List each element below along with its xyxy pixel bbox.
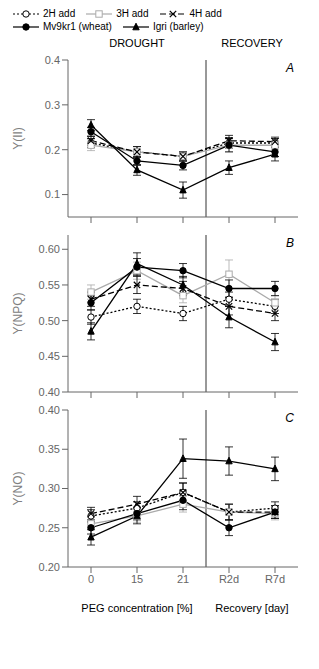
svg-text:0.40: 0.40 (39, 404, 60, 416)
html-text:C: C (285, 411, 294, 425)
svg-text:Y(NO): Y(NO) (11, 472, 25, 506)
svg-text:0.40: 0.40 (39, 386, 60, 398)
svg-text:R7d: R7d (265, 573, 285, 585)
svg-text:0.4: 0.4 (45, 54, 60, 66)
svg-text:Y(II): Y(II) (11, 127, 25, 150)
svg-text:21: 21 (177, 573, 189, 585)
html-text:DROUGHT: DROUGHT (109, 37, 165, 49)
svg-text:15: 15 (131, 573, 143, 585)
svg-text:Y(NPQ): Y(NPQ) (11, 292, 25, 334)
html-text:B: B (286, 236, 294, 250)
html-text:A: A (286, 61, 294, 75)
svg-text:0.35: 0.35 (39, 443, 60, 455)
html-text:Recovery [day]: Recovery [day] (215, 602, 289, 614)
svg-text:0.50: 0.50 (39, 315, 60, 327)
html-text:Mv9kr1 (wheat): Mv9kr1 (wheat) (43, 21, 112, 32)
html-text:RECOVERY: RECOVERY (221, 37, 283, 49)
svg-text:0.1: 0.1 (45, 188, 60, 200)
html-text:4H add: 4H add (189, 8, 222, 19)
svg-text:0.25: 0.25 (39, 522, 60, 534)
svg-text:0.20: 0.20 (39, 561, 60, 573)
svg-text:R2d: R2d (219, 573, 239, 585)
svg-text:0.55: 0.55 (39, 279, 60, 291)
svg-text:0.3: 0.3 (45, 99, 60, 111)
html-text:3H add: 3H add (116, 8, 149, 19)
svg-text:0.45: 0.45 (39, 350, 60, 362)
html-text:2H add: 2H add (43, 8, 76, 19)
svg-text:0.60: 0.60 (39, 243, 60, 255)
svg-text:0.2: 0.2 (45, 144, 60, 156)
html-text:Igri (barley): Igri (barley) (152, 21, 204, 32)
svg-text:0: 0 (88, 573, 94, 585)
html-text:PEG concentration [%]: PEG concentration [%] (81, 602, 193, 614)
svg-text:0.30: 0.30 (39, 482, 60, 494)
